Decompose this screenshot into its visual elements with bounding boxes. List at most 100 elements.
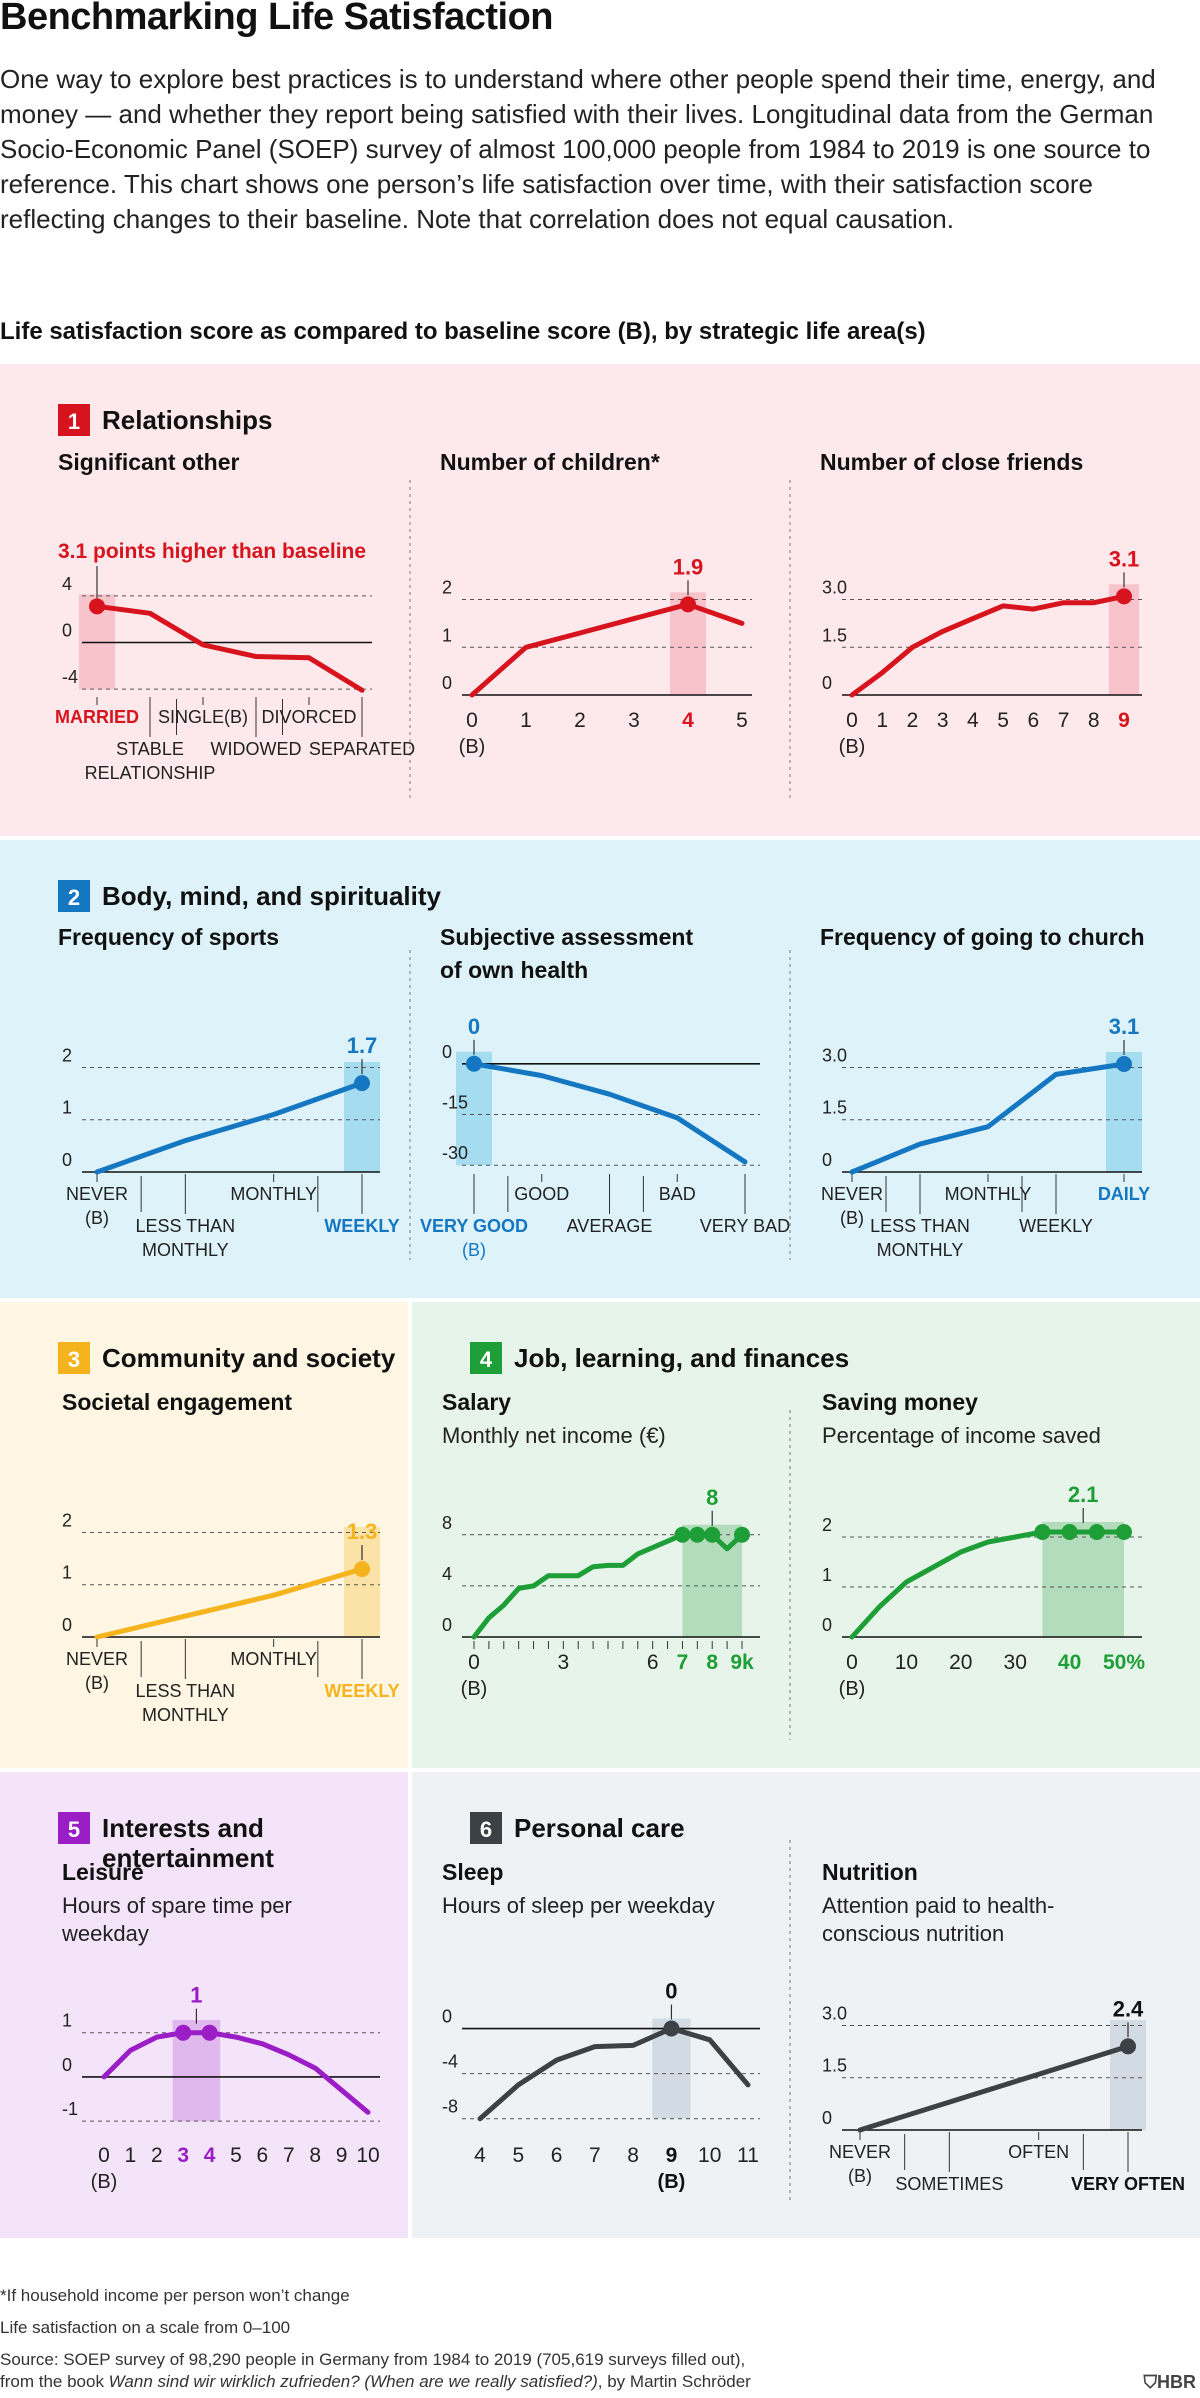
- x-tick-label: 7: [1058, 709, 1070, 732]
- category-label: SINGLE(B): [158, 707, 248, 727]
- section-panel-community: [0, 1302, 408, 1768]
- data-line: [101, 2030, 371, 2115]
- x-tick-label: 5: [230, 2144, 242, 2167]
- y-tick-label: -15: [442, 1093, 468, 1113]
- x-tick-label: 10: [895, 1651, 918, 1674]
- hbr-logo-text: HBR: [1157, 2372, 1196, 2392]
- x-tick-label: 6: [257, 2144, 269, 2167]
- x-tick-label: 0: [466, 709, 478, 732]
- y-tick-label: 1: [62, 1098, 72, 1118]
- chart-title: Frequency of sports: [58, 924, 279, 950]
- chart-title: Leisure: [62, 1859, 144, 1885]
- category-label: DAILY: [1098, 1184, 1150, 1204]
- data-line: [849, 1061, 1127, 1175]
- chart-title: Number of close friends: [820, 449, 1083, 475]
- chart-heading: Life satisfaction score as compared to b…: [0, 318, 926, 345]
- section-title: Personal care: [514, 1813, 685, 1843]
- category-label: VERY GOOD: [420, 1216, 528, 1236]
- y-tick-label: 1.5: [822, 2056, 847, 2076]
- x-tick-label: 9: [1118, 709, 1130, 732]
- x-tick-label: 4: [474, 2144, 486, 2167]
- chart-subtitle: Hours of sleep per weekday: [442, 1893, 715, 1918]
- y-tick-label: 0: [442, 1042, 452, 1062]
- x-tick-label: 7: [677, 1651, 689, 1674]
- x-tick-label: 6: [1027, 709, 1039, 732]
- y-tick-label: -4: [62, 667, 78, 687]
- y-tick-label: 3.0: [822, 578, 847, 598]
- x-tick-label: 4: [204, 2144, 216, 2167]
- y-tick-label: 0: [62, 1150, 72, 1170]
- highlight-band: [1106, 1051, 1142, 1172]
- x-tick-label: 8: [706, 1651, 718, 1674]
- y-tick-label: 4: [442, 1564, 452, 1584]
- highlight-band: [1110, 2020, 1146, 2130]
- data-line: [469, 601, 745, 698]
- highlight-point: [734, 1526, 750, 1543]
- callout-label: 1.7: [347, 1033, 378, 1058]
- category-label: LESS THAN: [135, 1216, 235, 1236]
- section-title-line1: Interests and: [102, 1813, 264, 1843]
- section-number-badge: [58, 404, 90, 436]
- section-title: Relationships: [102, 405, 272, 435]
- y-tick-label: 0: [62, 621, 72, 641]
- category-label: MONTHLY: [142, 1240, 229, 1260]
- baseline-label: (B): [839, 1678, 866, 1700]
- y-tick-label: 3.0: [822, 2003, 847, 2023]
- x-tick-label: 5: [997, 709, 1009, 732]
- category-label: BAD: [659, 1184, 696, 1204]
- chart-title: Significant other: [58, 449, 240, 475]
- footnote-asterisk: *If household income per person won’t ch…: [0, 2286, 350, 2305]
- chart-subtitle: Monthly net income (€): [442, 1423, 666, 1448]
- chart-subtitle: Hours of spare time per: [62, 1893, 292, 1918]
- x-tick-label: 9: [336, 2144, 348, 2167]
- chart-title: Saving money: [822, 1389, 978, 1415]
- highlight-point: [1034, 1524, 1051, 1540]
- category-label: SOMETIMES: [895, 2174, 1003, 2194]
- x-tick-label: 0: [468, 1651, 480, 1674]
- category-label: DIVORCED: [261, 707, 356, 727]
- highlight-point: [1088, 1524, 1105, 1540]
- footnote-source-line1: Source: SOEP survey of 98,290 people in …: [0, 2350, 746, 2369]
- chart-title: Frequency of going to church: [820, 924, 1145, 950]
- category-label: NEVER: [66, 1649, 128, 1669]
- y-tick-label: 0: [442, 2007, 452, 2027]
- highlight-point: [1061, 1524, 1078, 1540]
- category-label: MONTHLY: [142, 1705, 229, 1725]
- y-tick-label: 2: [62, 1510, 72, 1530]
- footnote-scale: Life satisfaction on a scale from 0–100: [0, 2318, 291, 2337]
- y-tick-label: 0: [822, 673, 832, 693]
- data-line: [857, 2043, 1131, 2133]
- x-tick-label: 8: [1088, 709, 1100, 732]
- x-tick-label: 7: [589, 2144, 601, 2167]
- callout-label: 1.9: [673, 554, 704, 579]
- callout-label: 1.3: [347, 1519, 378, 1544]
- data-line: [94, 1566, 365, 1640]
- chart-church: Frequency of going to church 3.0 1.5 0 3.1 NE…: [820, 924, 1150, 1260]
- baseline-label: (B): [91, 2171, 118, 2193]
- data-line: [94, 603, 365, 693]
- category-label: MARRIED: [55, 707, 139, 727]
- highlight-point: [704, 1526, 721, 1543]
- y-tick-label: -1: [62, 2099, 78, 2119]
- category-label: GOOD: [514, 1184, 569, 1204]
- chart-title: Nutrition: [822, 1859, 918, 1885]
- x-tick-label: 2: [151, 2144, 163, 2167]
- category-label: MONTHLY: [230, 1649, 317, 1669]
- chart-title-line2: of own health: [440, 957, 588, 983]
- highlight-point: [201, 2024, 218, 2041]
- data-line: [849, 1529, 1127, 1640]
- hbr-shield-icon: ⛉: [1143, 2372, 1158, 2392]
- x-tick-label: 1: [876, 709, 888, 732]
- category-label: STABLE: [116, 739, 184, 759]
- section-number-badge: [58, 880, 90, 912]
- callout-label: 0: [665, 1979, 677, 2004]
- y-tick-label: 1: [442, 625, 452, 645]
- category-label: (B): [85, 1673, 109, 1693]
- section-number: 1: [68, 409, 80, 434]
- source-prefix: from the book: [0, 2372, 109, 2391]
- chart-significant_other: Significant other 4 0 -4 3.1 points higher t…: [55, 449, 415, 783]
- chart-title: Sleep: [442, 1859, 503, 1885]
